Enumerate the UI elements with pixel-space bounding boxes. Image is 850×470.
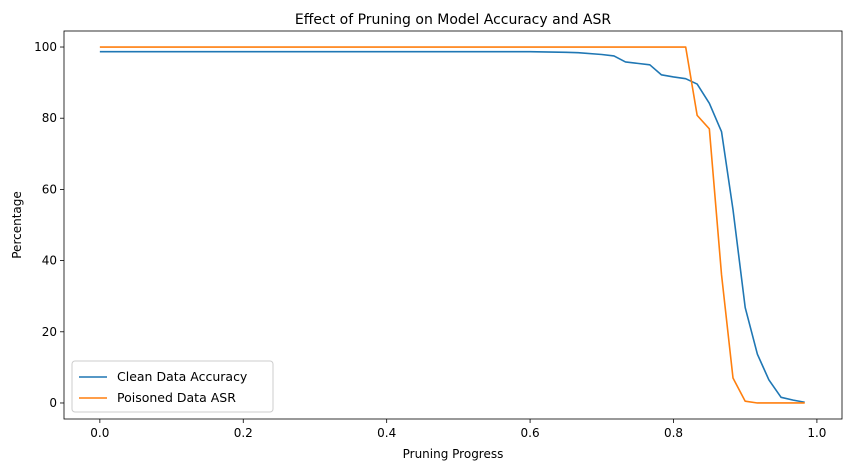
x-axis-ticks: 0.0 0.2 0.4 0.6 0.8 1.0 — [90, 419, 826, 440]
series-line-poisoned-data-asr — [99, 46, 805, 404]
y-tick-label: 60 — [42, 182, 57, 196]
y-tick-label: 40 — [42, 254, 57, 268]
chart-title: Effect of Pruning on Model Accuracy and … — [295, 12, 611, 28]
x-tick-label: 0.8 — [664, 426, 683, 440]
y-axis-label: Percentage — [10, 191, 24, 259]
y-tick-label: 100 — [34, 40, 57, 54]
plot-area — [63, 30, 843, 420]
x-tick-label: 0.6 — [521, 426, 540, 440]
x-tick-label: 1.0 — [807, 426, 826, 440]
y-tick-label: 0 — [49, 396, 57, 410]
x-axis-label: Pruning Progress — [403, 447, 504, 461]
legend-box — [71, 360, 274, 413]
x-tick-label: 0.0 — [90, 426, 109, 440]
y-tick-label: 80 — [42, 111, 57, 125]
y-axis-ticks: 0 20 40 60 80 100 — [34, 40, 64, 410]
legend-label-clean-data-accuracy: Clean Data Accuracy — [117, 369, 248, 384]
legend-label-poisoned-data-asr: Poisoned Data ASR — [117, 390, 236, 405]
legend: Clean Data Accuracy Poisoned Data ASR — [71, 360, 274, 413]
series-layer — [99, 46, 805, 404]
y-tick-label: 20 — [42, 325, 57, 339]
x-tick-label: 0.4 — [377, 426, 396, 440]
series-line-clean-data-accuracy — [99, 50, 805, 404]
x-tick-label: 0.2 — [234, 426, 253, 440]
